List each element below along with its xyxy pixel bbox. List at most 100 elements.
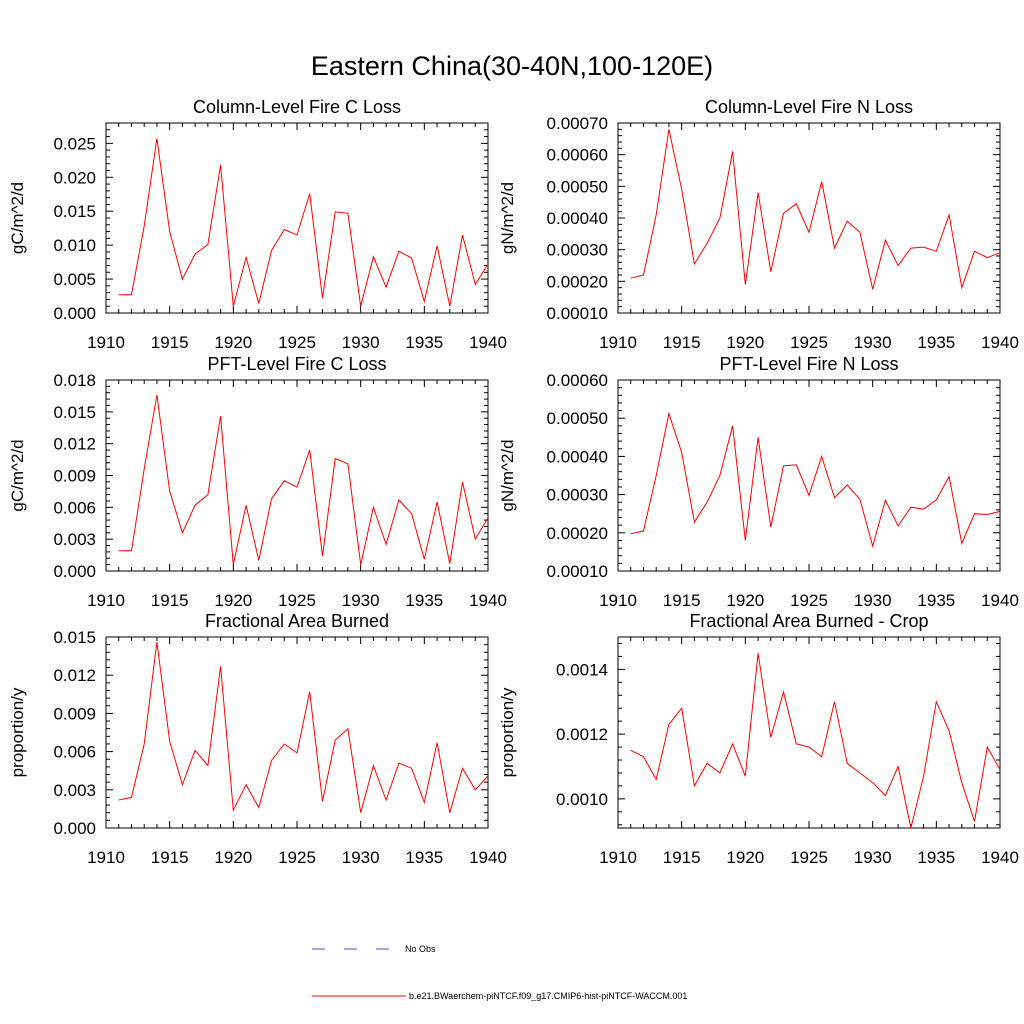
legend-series-label: b.e21.BWaerchem-piNTCF.f09_g17.CMIP6-his… [409, 991, 687, 1001]
x-tick-label: 1915 [663, 591, 701, 610]
y-tick-label: 0.025 [53, 134, 96, 153]
y-tick-label: 0.012 [53, 666, 96, 685]
y-tick-label: 0.00060 [547, 371, 608, 390]
series-line [118, 394, 489, 565]
y-tick-label: 0.00040 [547, 209, 608, 228]
x-tick-label: 1925 [790, 848, 828, 867]
panel-title: PFT-Level Fire C Loss [207, 354, 386, 374]
x-tick-label: 1910 [87, 333, 125, 352]
y-tick-label: 0.00050 [547, 177, 608, 196]
x-tick-label: 1935 [405, 333, 443, 352]
x-tick-label: 1920 [726, 591, 764, 610]
y-tick-label: 0.00030 [547, 241, 608, 260]
plot-frame [617, 122, 1001, 314]
x-tick-label: 1940 [981, 333, 1019, 352]
y-tick-label: 0.00070 [547, 114, 608, 133]
panel-title: Column-Level Fire N Loss [705, 97, 913, 117]
x-tick-label: 1925 [790, 333, 828, 352]
y-tick-label: 0.006 [53, 498, 96, 517]
y-tick-label: 0.003 [53, 530, 96, 549]
panels-grid: Column-Level Fire C Loss 1910 1915 1920 1925… [8, 97, 1019, 867]
chart-panel-5: Fractional Area Burned 1910 1915 1920 1925 19… [8, 611, 507, 867]
y-axis-label: proportion/y [8, 687, 27, 777]
y-tick-label: 0.00020 [547, 272, 608, 291]
y-axis-label: gN/m^2/d [498, 182, 517, 254]
panel-title: Column-Level Fire C Loss [193, 97, 401, 117]
y-tick-label: 0.009 [53, 704, 96, 723]
x-tick-label: 1925 [278, 333, 316, 352]
x-tick-label: 1930 [342, 848, 380, 867]
y-tick-label: 0.0012 [556, 725, 608, 744]
x-tick-label: 1910 [599, 848, 637, 867]
x-tick-label: 1915 [151, 333, 189, 352]
x-tick-label: 1925 [790, 591, 828, 610]
y-tick-label: 0.00010 [547, 562, 608, 581]
x-tick-label: 1930 [854, 848, 892, 867]
x-tick-label: 1935 [405, 848, 443, 867]
y-tick-label: 0.006 [53, 743, 96, 762]
x-tick-label: 1925 [278, 591, 316, 610]
plot-frame [617, 379, 1001, 572]
x-tick-label: 1940 [469, 848, 507, 867]
y-tick-label: 0.00040 [547, 447, 608, 466]
x-tick-label: 1920 [214, 848, 252, 867]
y-tick-label: 0.005 [53, 270, 96, 289]
y-tick-label: 0.012 [53, 435, 96, 454]
plot-frame [617, 636, 1001, 829]
chart-panel-4: PFT-Level Fire N Loss 1910 1915 1920 1925 193… [498, 354, 1019, 610]
series-line [118, 642, 489, 813]
x-tick-label: 1920 [726, 333, 764, 352]
x-tick-label: 1940 [981, 591, 1019, 610]
plot-frame [105, 379, 489, 572]
y-axis-label: gC/m^2/d [8, 439, 27, 511]
x-tick-label: 1920 [214, 591, 252, 610]
y-tick-label: 0.015 [53, 202, 96, 221]
chart-panel-6: Fractional Area Burned - Crop 1910 1915 192… [498, 611, 1019, 867]
y-axis-label: proportion/y [498, 687, 517, 777]
x-tick-label: 1925 [278, 848, 316, 867]
y-axis-label: gC/m^2/d [8, 182, 27, 254]
y-tick-label: 0.00020 [547, 524, 608, 543]
x-tick-label: 1915 [663, 333, 701, 352]
y-tick-label: 0.020 [53, 168, 96, 187]
y-tick-label: 0.000 [53, 819, 96, 838]
y-tick-label: 0.018 [53, 371, 96, 390]
x-tick-label: 1910 [87, 848, 125, 867]
panel-title: Fractional Area Burned [205, 611, 389, 631]
x-tick-label: 1930 [342, 591, 380, 610]
y-tick-label: 0.000 [53, 304, 96, 323]
chart-panel-3: PFT-Level Fire C Loss 1910 1915 1920 1925 193… [8, 354, 507, 610]
y-tick-label: 0.00050 [547, 409, 608, 428]
series-line [118, 138, 489, 307]
legend: No Obs b.e21.BWaerchem-piNTCF.f09_g17.CM… [312, 944, 687, 1001]
y-tick-label: 0.015 [53, 628, 96, 647]
legend-no-obs-label: No Obs [405, 944, 436, 954]
y-tick-label: 0.000 [53, 562, 96, 581]
x-tick-label: 1935 [917, 333, 955, 352]
series-line [630, 411, 1001, 549]
panel-title: Fractional Area Burned - Crop [689, 611, 928, 631]
x-tick-label: 1940 [469, 591, 507, 610]
x-tick-label: 1930 [342, 333, 380, 352]
y-tick-label: 0.0014 [556, 660, 608, 679]
y-tick-label: 0.00060 [547, 146, 608, 165]
y-tick-label: 0.003 [53, 781, 96, 800]
x-tick-label: 1920 [726, 848, 764, 867]
x-tick-label: 1915 [151, 848, 189, 867]
y-tick-label: 0.00010 [547, 304, 608, 323]
y-tick-label: 0.0010 [556, 790, 608, 809]
chart-panel-1: Column-Level Fire C Loss 1910 1915 1920 1925… [8, 97, 507, 352]
x-tick-label: 1910 [599, 591, 637, 610]
x-tick-label: 1920 [214, 333, 252, 352]
series-line [630, 129, 1001, 290]
x-tick-label: 1930 [854, 333, 892, 352]
panel-title: PFT-Level Fire N Loss [719, 354, 898, 374]
y-tick-label: 0.015 [53, 403, 96, 422]
plot-frame [105, 122, 489, 314]
x-tick-label: 1915 [663, 848, 701, 867]
plot-frame [105, 636, 489, 829]
chart-panel-2: Column-Level Fire N Loss 1910 1915 1920 1925… [498, 97, 1019, 352]
x-tick-label: 1940 [981, 848, 1019, 867]
y-tick-label: 0.009 [53, 467, 96, 486]
